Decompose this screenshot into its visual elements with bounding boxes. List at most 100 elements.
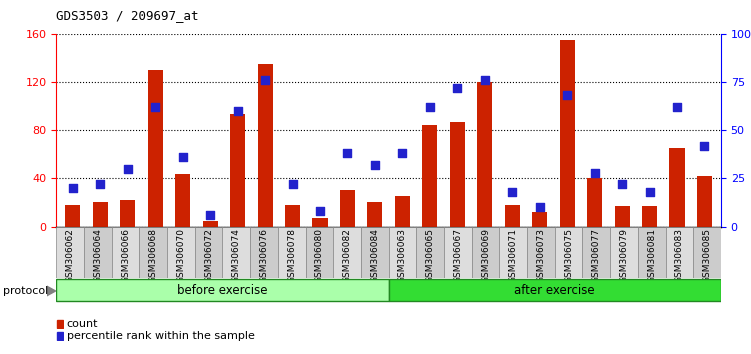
FancyBboxPatch shape <box>610 227 638 278</box>
Point <box>478 77 490 83</box>
Bar <box>697 176 712 227</box>
FancyBboxPatch shape <box>222 227 250 278</box>
Bar <box>614 206 629 227</box>
Text: count: count <box>67 319 98 329</box>
FancyBboxPatch shape <box>112 227 140 278</box>
Bar <box>57 332 63 339</box>
Text: GSM306070: GSM306070 <box>176 228 185 283</box>
FancyBboxPatch shape <box>140 227 167 278</box>
Point <box>259 77 271 83</box>
Text: GSM306083: GSM306083 <box>675 228 684 283</box>
Point <box>644 189 656 195</box>
Text: GSM306084: GSM306084 <box>370 228 379 283</box>
FancyBboxPatch shape <box>583 227 610 278</box>
FancyBboxPatch shape <box>527 227 555 278</box>
Text: GSM306063: GSM306063 <box>398 228 407 283</box>
Point <box>506 189 518 195</box>
Bar <box>258 64 273 227</box>
Point <box>231 108 243 114</box>
Text: GSM306065: GSM306065 <box>426 228 435 283</box>
Text: GSM306072: GSM306072 <box>204 228 213 283</box>
Text: GSM306067: GSM306067 <box>454 228 463 283</box>
Bar <box>92 202 108 227</box>
Text: GSM306066: GSM306066 <box>121 228 130 283</box>
Text: GSM306068: GSM306068 <box>149 228 158 283</box>
Point <box>67 185 79 191</box>
Point <box>589 170 601 175</box>
Point <box>397 150 409 156</box>
Polygon shape <box>47 286 56 296</box>
FancyBboxPatch shape <box>278 227 306 278</box>
Text: GSM306071: GSM306071 <box>508 228 517 283</box>
Text: GSM306076: GSM306076 <box>260 228 269 283</box>
Point <box>95 181 107 187</box>
FancyBboxPatch shape <box>84 227 112 278</box>
Text: GSM306077: GSM306077 <box>592 228 601 283</box>
FancyBboxPatch shape <box>361 227 389 278</box>
FancyBboxPatch shape <box>389 227 416 278</box>
Text: before exercise: before exercise <box>177 284 268 297</box>
Text: GSM306074: GSM306074 <box>232 228 241 283</box>
Point <box>698 143 710 148</box>
Bar <box>642 206 657 227</box>
Bar <box>532 212 547 227</box>
Bar <box>505 205 520 227</box>
Bar <box>203 221 218 227</box>
FancyBboxPatch shape <box>693 227 721 278</box>
Text: GSM306081: GSM306081 <box>647 228 656 283</box>
FancyBboxPatch shape <box>167 227 195 278</box>
Text: GSM306082: GSM306082 <box>342 228 351 283</box>
Text: protocol: protocol <box>3 286 48 296</box>
Point <box>616 181 628 187</box>
Point <box>122 166 134 171</box>
Point <box>342 150 354 156</box>
Text: GSM306073: GSM306073 <box>536 228 545 283</box>
Point <box>176 154 189 160</box>
Text: GSM306075: GSM306075 <box>564 228 573 283</box>
FancyBboxPatch shape <box>665 227 693 278</box>
Point <box>149 104 161 110</box>
Bar <box>230 114 245 227</box>
Bar <box>477 82 493 227</box>
Bar <box>285 205 300 227</box>
Bar <box>57 320 63 327</box>
Bar <box>340 190 355 227</box>
Text: GSM306078: GSM306078 <box>287 228 296 283</box>
Bar <box>587 178 602 227</box>
FancyBboxPatch shape <box>444 227 472 278</box>
Point <box>204 212 216 218</box>
FancyBboxPatch shape <box>555 227 583 278</box>
Point <box>369 162 381 168</box>
Bar <box>312 218 327 227</box>
Bar <box>148 70 163 227</box>
FancyBboxPatch shape <box>306 227 333 278</box>
FancyBboxPatch shape <box>250 227 278 278</box>
Text: GSM306079: GSM306079 <box>620 228 629 283</box>
Text: GSM306085: GSM306085 <box>703 228 712 283</box>
Text: GSM306064: GSM306064 <box>93 228 102 283</box>
Text: percentile rank within the sample: percentile rank within the sample <box>67 331 255 341</box>
Bar <box>422 125 437 227</box>
Bar <box>367 202 382 227</box>
Text: GSM306062: GSM306062 <box>65 228 74 283</box>
Point <box>561 92 573 98</box>
FancyBboxPatch shape <box>333 227 361 278</box>
Bar <box>120 200 135 227</box>
FancyBboxPatch shape <box>638 227 665 278</box>
Text: GDS3503 / 209697_at: GDS3503 / 209697_at <box>56 9 199 22</box>
Bar <box>669 148 685 227</box>
Point <box>451 85 463 91</box>
FancyBboxPatch shape <box>56 279 389 302</box>
Point <box>671 104 683 110</box>
FancyBboxPatch shape <box>56 227 84 278</box>
Text: after exercise: after exercise <box>514 284 595 297</box>
Point <box>314 208 326 214</box>
Bar <box>450 122 465 227</box>
Text: GSM306080: GSM306080 <box>315 228 324 283</box>
Point <box>534 204 546 210</box>
FancyBboxPatch shape <box>195 227 222 278</box>
Bar <box>65 205 80 227</box>
Point <box>287 181 299 187</box>
Bar <box>559 40 575 227</box>
Bar <box>175 173 190 227</box>
